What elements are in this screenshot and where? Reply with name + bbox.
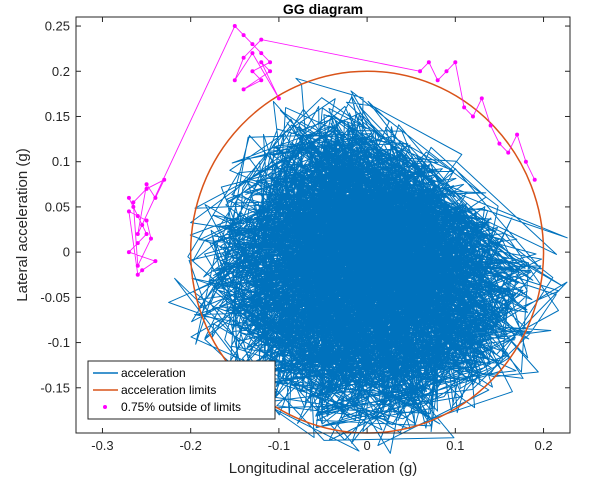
- outside-limits-point: [479, 96, 484, 101]
- outside-limits-point: [418, 69, 423, 74]
- outside-limits-point: [259, 60, 264, 65]
- outside-limits-point: [515, 132, 520, 137]
- legend-acceleration-label: acceleration: [121, 366, 186, 380]
- outside-limits-point: [259, 37, 264, 42]
- outside-limits-point: [126, 250, 131, 255]
- axes-layer: -0.3 -0.2 -0.1 0 0.1 0.2 -0.15 -0.1 -0.05 0 0.05 0.…: [40, 16, 571, 453]
- outside-limits-point: [144, 186, 149, 191]
- outside-limits-point: [126, 195, 131, 200]
- outside-limits-point: [470, 114, 475, 119]
- x-tick-label: 0: [363, 438, 370, 453]
- y-tick-label: -0.1: [48, 335, 70, 350]
- outside-limits-point: [444, 69, 449, 74]
- outside-limits-point: [276, 96, 281, 101]
- y-tick-label: -0.05: [40, 290, 70, 305]
- outside-limits-point: [462, 105, 467, 110]
- outside-limits-point: [140, 223, 145, 227]
- x-tick-label: 0.2: [534, 438, 552, 453]
- outside-limits-point: [232, 78, 237, 83]
- outside-limits-point: [126, 209, 131, 214]
- outside-limits-point: [497, 141, 502, 146]
- outside-limits-point: [144, 182, 149, 187]
- legend-limits-label: acceleration limits: [121, 383, 216, 397]
- outside-limits-point: [135, 263, 140, 268]
- outside-limits-point: [453, 60, 458, 65]
- outside-limits-point: [506, 150, 511, 155]
- outside-limits-point: [135, 232, 140, 237]
- outside-limits-point: [144, 232, 149, 237]
- y-tick-label: 0: [63, 245, 70, 260]
- outside-limits-point: [532, 177, 537, 182]
- outside-limits-point: [162, 177, 167, 182]
- outside-limits-point: [135, 241, 140, 246]
- outside-limits-point: [144, 218, 149, 223]
- chart-title: GG diagram: [283, 1, 363, 17]
- y-tick-label: 0.1: [52, 154, 70, 169]
- acceleration-trace: [168, 77, 568, 454]
- outside-limits-point: [250, 69, 255, 74]
- legend-box: [87, 360, 276, 420]
- outside-limits-point: [241, 55, 246, 60]
- x-tick-label: 0.1: [446, 438, 464, 453]
- outside-limits-point: [435, 78, 440, 83]
- y-tick-label: 0.25: [45, 19, 70, 34]
- x-tick-label: -0.1: [268, 438, 290, 453]
- outside-limits-point: [148, 236, 153, 241]
- outside-limits-point: [140, 268, 145, 273]
- axes-box: [75, 16, 571, 434]
- outside-limits-point: [135, 272, 140, 277]
- outside-limits-point: [250, 42, 255, 47]
- outside-limits-point: [135, 213, 140, 218]
- outside-limits-point: [259, 78, 264, 83]
- outside-limits-point: [259, 51, 264, 56]
- y-tick-label: -0.15: [40, 380, 70, 395]
- outside-limits-point: [131, 200, 136, 205]
- y-tick-label: 0.15: [45, 109, 70, 124]
- outside-limits-point: [131, 204, 136, 209]
- x-tick-label: -0.2: [179, 438, 201, 453]
- outside-limits-point: [153, 259, 158, 264]
- y-axis-label: Lateral acceleration (g): [14, 148, 31, 301]
- outside-limits-point: [250, 51, 255, 56]
- x-tick-label: -0.3: [91, 438, 113, 453]
- outside-limits-point: [153, 195, 158, 200]
- legend: acceleration acceleration limits 0.75% o…: [87, 360, 276, 420]
- outside-limits-point: [241, 87, 246, 92]
- outside-limits-point: [241, 33, 246, 38]
- outside-limits-point: [523, 159, 528, 164]
- outside-limits-point: [268, 69, 273, 74]
- y-tick-label: 0.2: [52, 64, 70, 79]
- outside-limits-point: [232, 24, 237, 29]
- outside-limits-point: [488, 123, 493, 128]
- legend-outside-label: 0.75% outside of limits: [121, 400, 241, 414]
- y-tick-label: 0.05: [45, 199, 70, 214]
- outside-limits-point: [426, 60, 431, 65]
- outside-limits-point: [268, 60, 273, 65]
- legend-outside-swatch: [103, 405, 107, 409]
- x-axis-label: Longitudinal acceleration (g): [229, 460, 417, 477]
